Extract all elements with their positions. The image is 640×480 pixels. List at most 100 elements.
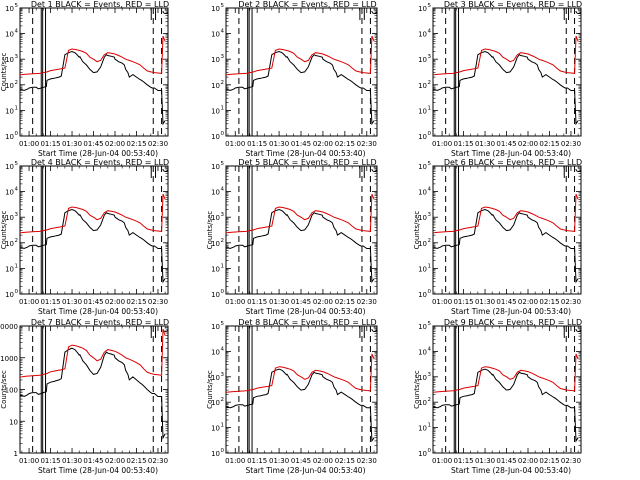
x-tick-label: 01:15: [453, 457, 473, 465]
y-tick-exponent: 1: [221, 105, 225, 111]
y-tick-label: 10: [418, 56, 427, 64]
y-tick-exponent: 1: [15, 263, 19, 269]
y-tick-label: 10: [418, 163, 427, 171]
y-tick-exponent: 1: [15, 105, 19, 111]
x-tick-label: 01:00: [432, 457, 452, 465]
y-tick-exponent: 4: [221, 187, 225, 193]
y-tick-label: 1: [14, 450, 18, 458]
y-tick-exponent: 2: [15, 80, 19, 86]
x-tick-label: 01:15: [247, 298, 267, 306]
series-line-events: [433, 368, 579, 443]
y-tick-exponent: 0: [15, 131, 19, 137]
plot-frame: [225, 7, 378, 137]
saa-bracket-marker: [575, 10, 582, 14]
y-tick-exponent: 0: [221, 448, 225, 454]
x-axis-label: Start Time (28-Jun-04 00:53:40): [38, 466, 158, 475]
y-tick-label: 10: [5, 163, 14, 171]
x-tick-label: 02:30: [561, 298, 581, 306]
saa-bracket-marker: [162, 168, 169, 172]
x-tick-label: 01:15: [453, 140, 473, 148]
y-tick-label: 10: [211, 265, 220, 273]
y-axis-label: Counts/sec: [413, 370, 421, 409]
y-tick-label: 10: [418, 399, 427, 407]
y-tick-exponent: 1: [428, 263, 432, 269]
plot-frame: [432, 7, 582, 137]
y-tick-exponent: 3: [221, 212, 225, 218]
x-tick-label: 01:00: [19, 140, 39, 148]
y-tick-exponent: 3: [15, 54, 19, 60]
y-tick-exponent: 3: [15, 212, 19, 218]
x-tick-label: 02:15: [539, 457, 559, 465]
y-tick-exponent: 5: [221, 161, 225, 167]
y-tick-exponent: 5: [428, 3, 432, 9]
x-tick-label: 01:30: [269, 457, 289, 465]
y-tick-exponent: 3: [428, 372, 432, 378]
panel-title: Det 3 BLACK = Events, RED = LLD: [444, 0, 582, 9]
y-tick-label: 10: [418, 374, 427, 382]
y-tick-exponent: 2: [15, 238, 19, 244]
y-tick-exponent: 1: [221, 423, 225, 429]
x-tick-label: 01:30: [269, 140, 289, 148]
x-tick-label: 02:30: [561, 140, 581, 148]
x-tick-label: 01:45: [291, 140, 311, 148]
y-tick-label: 10: [418, 82, 427, 90]
saa-bracket-marker: [575, 168, 582, 172]
y-tick-exponent: 5: [221, 321, 225, 327]
x-tick-label: 01:00: [432, 140, 452, 148]
y-tick-label: 10: [418, 348, 427, 356]
x-tick-label: 01:45: [496, 457, 516, 465]
x-axis-label: Start Time (28-Jun-04 00:53:40): [451, 466, 571, 475]
y-tick-label: 10: [5, 291, 14, 299]
y-tick-exponent: 5: [428, 161, 432, 167]
y-tick-label: 10: [211, 133, 220, 141]
y-tick-label: 10: [418, 265, 427, 273]
y-tick-exponent: 4: [221, 29, 225, 35]
y-tick-label: 10: [211, 31, 220, 39]
x-tick-label: 01:30: [475, 140, 495, 148]
y-tick-label: 1000: [0, 355, 18, 363]
y-tick-label: 10: [5, 265, 14, 273]
y-tick-exponent: 5: [15, 161, 19, 167]
series-line-events: [20, 50, 166, 126]
x-tick-label: 01:15: [40, 457, 60, 465]
saa-bracket-marker: [371, 10, 378, 14]
x-tick-label: 01:30: [62, 457, 82, 465]
y-tick-label: 10: [418, 425, 427, 433]
saa-bracket-marker: [162, 10, 169, 14]
y-tick-label: 10: [418, 291, 427, 299]
saa-bracket-marker: [371, 328, 378, 332]
series-line-events: [20, 208, 166, 284]
y-tick-exponent: 4: [221, 346, 225, 352]
x-tick-label: 01:45: [83, 298, 103, 306]
plot-frame: [225, 325, 378, 454]
x-tick-label: 01:00: [225, 457, 245, 465]
y-axis-label: Counts/sec: [206, 370, 214, 409]
y-tick-label: 10: [211, 163, 220, 171]
y-tick-label: 10: [211, 240, 220, 248]
y-tick-exponent: 4: [428, 187, 432, 193]
y-tick-exponent: 4: [15, 187, 19, 193]
x-tick-label: 02:00: [313, 298, 333, 306]
y-tick-label: 10: [418, 214, 427, 222]
saa-bracket-marker: [575, 328, 582, 332]
y-tick-label: 10: [5, 31, 14, 39]
x-tick-label: 02:30: [357, 298, 377, 306]
y-tick-exponent: 0: [428, 289, 432, 295]
y-tick-label: 10: [5, 56, 14, 64]
series-line-lld: [20, 35, 166, 76]
y-tick-label: 10: [5, 133, 14, 141]
y-tick-exponent: 4: [428, 29, 432, 35]
y-tick-exponent: 5: [221, 3, 225, 9]
y-tick-label: 10: [211, 399, 220, 407]
x-tick-label: 02:30: [148, 140, 168, 148]
y-tick-label: 10: [418, 133, 427, 141]
x-tick-label: 02:30: [357, 140, 377, 148]
x-tick-label: 01:45: [83, 457, 103, 465]
y-tick-label: 10: [418, 31, 427, 39]
x-tick-label: 02:00: [105, 140, 125, 148]
y-tick-label: 10: [5, 214, 14, 222]
y-tick-label: 10: [418, 107, 427, 115]
